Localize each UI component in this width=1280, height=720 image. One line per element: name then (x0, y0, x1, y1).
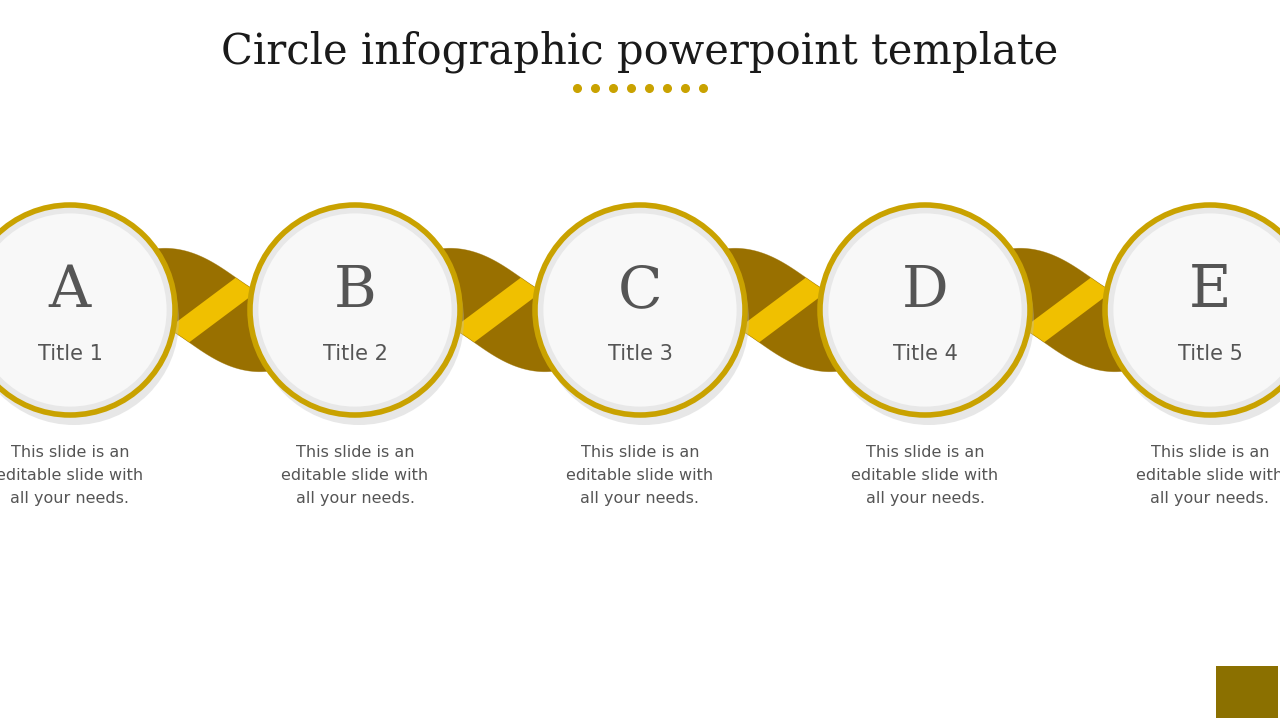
Text: D: D (901, 263, 948, 319)
Circle shape (539, 215, 749, 425)
Text: A: A (49, 263, 91, 319)
Text: E: E (1189, 263, 1231, 319)
Circle shape (0, 205, 175, 415)
Polygon shape (1014, 278, 1121, 342)
Circle shape (259, 213, 452, 407)
Circle shape (828, 213, 1021, 407)
Text: Title 2: Title 2 (323, 344, 388, 364)
Text: This slide is an
editable slide with
all your needs.: This slide is an editable slide with all… (1137, 445, 1280, 505)
Circle shape (535, 205, 745, 415)
Polygon shape (728, 278, 837, 342)
Circle shape (544, 213, 736, 407)
Polygon shape (381, 248, 613, 372)
Circle shape (0, 215, 179, 425)
Text: Title 4: Title 4 (892, 344, 957, 364)
Polygon shape (159, 278, 266, 342)
Polygon shape (97, 248, 328, 372)
Circle shape (1108, 215, 1280, 425)
Text: Title 5: Title 5 (1178, 344, 1243, 364)
Circle shape (1105, 205, 1280, 415)
Text: This slide is an
editable slide with
all your needs.: This slide is an editable slide with all… (567, 445, 713, 505)
Circle shape (0, 213, 166, 407)
Circle shape (824, 215, 1034, 425)
Text: C: C (618, 263, 662, 319)
Text: B: B (334, 263, 376, 319)
Bar (1216, 666, 1277, 718)
Text: This slide is an
editable slide with
all your needs.: This slide is an editable slide with all… (851, 445, 998, 505)
Text: This slide is an
editable slide with
all your needs.: This slide is an editable slide with all… (282, 445, 429, 505)
Circle shape (820, 205, 1030, 415)
Polygon shape (952, 248, 1183, 372)
Text: Circle infographic powerpoint template: Circle infographic powerpoint template (221, 31, 1059, 73)
Polygon shape (443, 278, 552, 342)
Text: Title 1: Title 1 (37, 344, 102, 364)
Circle shape (253, 215, 465, 425)
Polygon shape (667, 248, 899, 372)
Circle shape (1114, 213, 1280, 407)
Text: This slide is an
editable slide with
all your needs.: This slide is an editable slide with all… (0, 445, 143, 505)
Text: Title 3: Title 3 (608, 344, 672, 364)
Circle shape (250, 205, 460, 415)
